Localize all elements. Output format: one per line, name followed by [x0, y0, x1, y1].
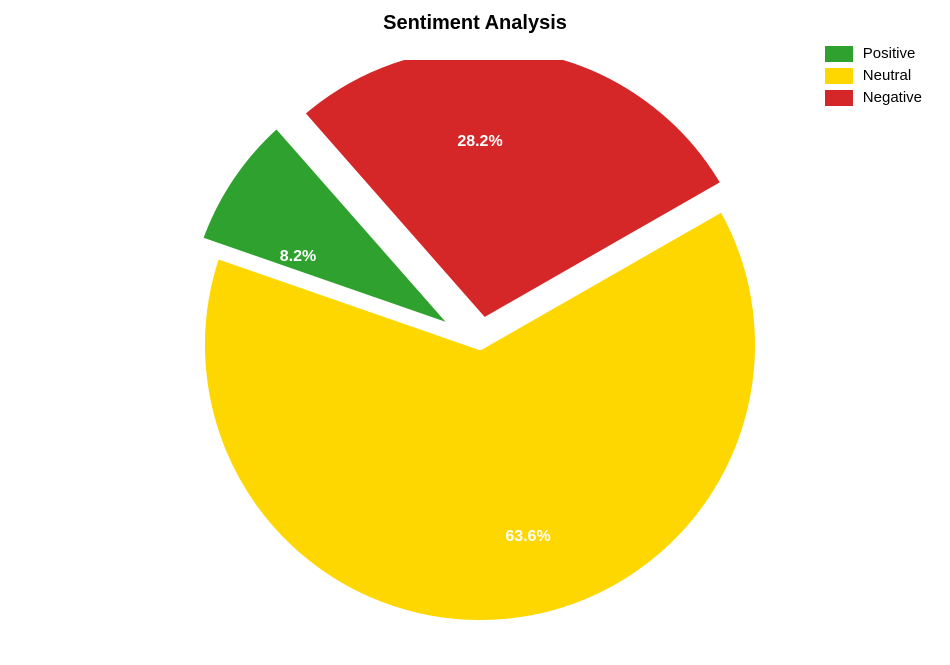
slice-label-neutral: 63.6% [505, 528, 550, 546]
legend-label: Negative [863, 89, 922, 106]
legend-label: Positive [863, 45, 916, 62]
legend-swatch [825, 90, 853, 106]
chart-legend: Positive Neutral Negative [825, 45, 922, 106]
legend-item-neutral: Neutral [825, 67, 922, 84]
legend-item-positive: Positive [825, 45, 922, 62]
legend-item-negative: Negative [825, 89, 922, 106]
chart-title: Sentiment Analysis [383, 12, 567, 35]
slice-label-negative: 28.2% [457, 133, 502, 151]
legend-swatch [825, 46, 853, 62]
slice-label-positive: 8.2% [280, 248, 316, 266]
pie-chart: 8.2% 28.2% 63.6% [180, 60, 780, 660]
legend-swatch [825, 68, 853, 84]
legend-label: Neutral [863, 67, 911, 84]
